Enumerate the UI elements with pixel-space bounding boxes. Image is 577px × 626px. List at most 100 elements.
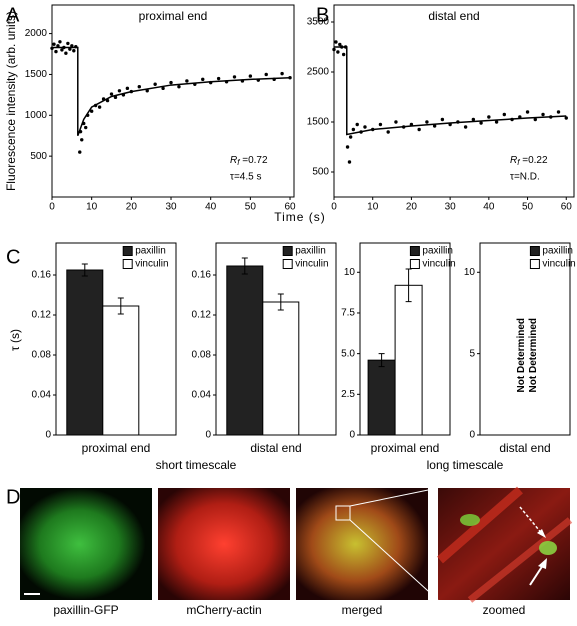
legend-swatch bbox=[409, 259, 420, 269]
x-tick-label: 60 bbox=[561, 202, 573, 213]
x-tick-label: proximal end bbox=[371, 441, 440, 455]
bar bbox=[66, 269, 104, 436]
y-tick-label: 500 bbox=[30, 151, 47, 162]
data-point bbox=[341, 52, 346, 57]
y-tick-label: 0 bbox=[45, 430, 51, 441]
data-point bbox=[425, 120, 429, 124]
legend-label: paxillin bbox=[295, 246, 326, 257]
plot-frame bbox=[333, 4, 575, 198]
group-label: long timescale bbox=[427, 458, 504, 472]
data-point bbox=[54, 49, 58, 54]
data-point bbox=[394, 120, 398, 124]
data-point bbox=[347, 160, 352, 164]
data-point bbox=[280, 71, 284, 76]
x-tick-label: 50 bbox=[245, 202, 257, 213]
fiber bbox=[467, 517, 573, 603]
rf-part: =0.72 bbox=[239, 155, 268, 166]
bar bbox=[262, 301, 300, 436]
y-tick-label: 0.08 bbox=[32, 350, 52, 361]
x-axis-title: Time (s) bbox=[274, 210, 326, 224]
y-tick-label: 5 bbox=[469, 348, 475, 359]
legend-label: vinculin bbox=[135, 259, 168, 270]
rf-part: f bbox=[517, 158, 520, 167]
image-caption: mCherry-actin bbox=[186, 603, 261, 617]
data-point bbox=[232, 75, 237, 79]
y-tick-label: 10 bbox=[464, 267, 476, 278]
panel-letter: A bbox=[6, 4, 20, 26]
x-tick-label: distal end bbox=[250, 441, 301, 455]
x-tick-label: 0 bbox=[49, 202, 55, 213]
data-point bbox=[471, 117, 476, 122]
bar bbox=[102, 305, 140, 436]
x-tick-label: 20 bbox=[126, 202, 138, 213]
rf-part: R bbox=[230, 155, 237, 166]
value-label: Not Determined bbox=[516, 318, 527, 392]
data-point bbox=[109, 92, 114, 96]
x-tick-label: 40 bbox=[483, 202, 495, 213]
legend-label: vinculin bbox=[295, 259, 328, 270]
data-point bbox=[533, 117, 537, 122]
data-point bbox=[89, 109, 94, 113]
data-point bbox=[264, 72, 268, 77]
data-point bbox=[440, 117, 445, 122]
data-point bbox=[58, 40, 62, 44]
adhesion bbox=[539, 541, 557, 555]
legend-swatch bbox=[122, 246, 133, 256]
legend-swatch bbox=[282, 259, 293, 269]
x-tick-label: 60 bbox=[284, 202, 296, 213]
data-point bbox=[185, 79, 189, 83]
fit-line bbox=[334, 46, 567, 136]
zoom-line bbox=[349, 519, 439, 601]
x-tick-label: 40 bbox=[205, 202, 217, 213]
x-tick-label: 30 bbox=[445, 202, 457, 213]
data-point bbox=[332, 47, 336, 52]
y-tick-label: 1500 bbox=[307, 117, 330, 128]
image-caption: zoomed bbox=[483, 603, 526, 617]
data-point bbox=[68, 47, 72, 51]
y-tick-label: 2500 bbox=[307, 67, 330, 78]
data-point bbox=[355, 122, 359, 127]
y-tick-label: 0.16 bbox=[192, 270, 212, 281]
data-point bbox=[56, 44, 60, 48]
data-point bbox=[66, 41, 70, 46]
y-tick-label: 0.08 bbox=[192, 350, 212, 361]
image-merged bbox=[296, 488, 428, 600]
x-tick-label: 0 bbox=[331, 202, 337, 213]
bar bbox=[394, 284, 423, 436]
data-point bbox=[216, 76, 221, 81]
rf-part: f bbox=[237, 158, 240, 167]
legend-swatch bbox=[409, 246, 420, 256]
y-tick-label: 0.04 bbox=[32, 390, 52, 401]
image-paxillin bbox=[20, 488, 152, 600]
data-point bbox=[117, 89, 122, 93]
y-axis-title: τ (s) bbox=[8, 329, 22, 351]
data-point bbox=[125, 86, 130, 91]
fit-line bbox=[52, 46, 291, 136]
data-point bbox=[363, 125, 367, 129]
data-point bbox=[334, 40, 338, 44]
data-point bbox=[378, 122, 383, 127]
data-point bbox=[201, 77, 205, 82]
data-point bbox=[345, 145, 350, 149]
plot-frame bbox=[51, 4, 295, 198]
fiber bbox=[437, 486, 523, 564]
data-point bbox=[78, 150, 82, 154]
legend-label: paxillin bbox=[542, 246, 573, 257]
data-point bbox=[556, 110, 561, 114]
data-point bbox=[386, 130, 390, 134]
x-tick-label: 30 bbox=[165, 202, 177, 213]
data-point bbox=[351, 127, 356, 132]
data-point bbox=[84, 125, 88, 130]
error-bar bbox=[378, 353, 385, 368]
adhesion bbox=[460, 514, 480, 526]
data-point bbox=[541, 112, 545, 117]
error-bar bbox=[117, 297, 124, 315]
data-point bbox=[463, 125, 468, 129]
data-point bbox=[432, 124, 437, 128]
y-tick-label: 5.0 bbox=[341, 348, 355, 359]
x-tick-label: 10 bbox=[367, 202, 379, 213]
error-bar bbox=[277, 293, 284, 311]
bar bbox=[226, 265, 264, 436]
tau-annotation: τ=4.5 s bbox=[230, 172, 261, 183]
